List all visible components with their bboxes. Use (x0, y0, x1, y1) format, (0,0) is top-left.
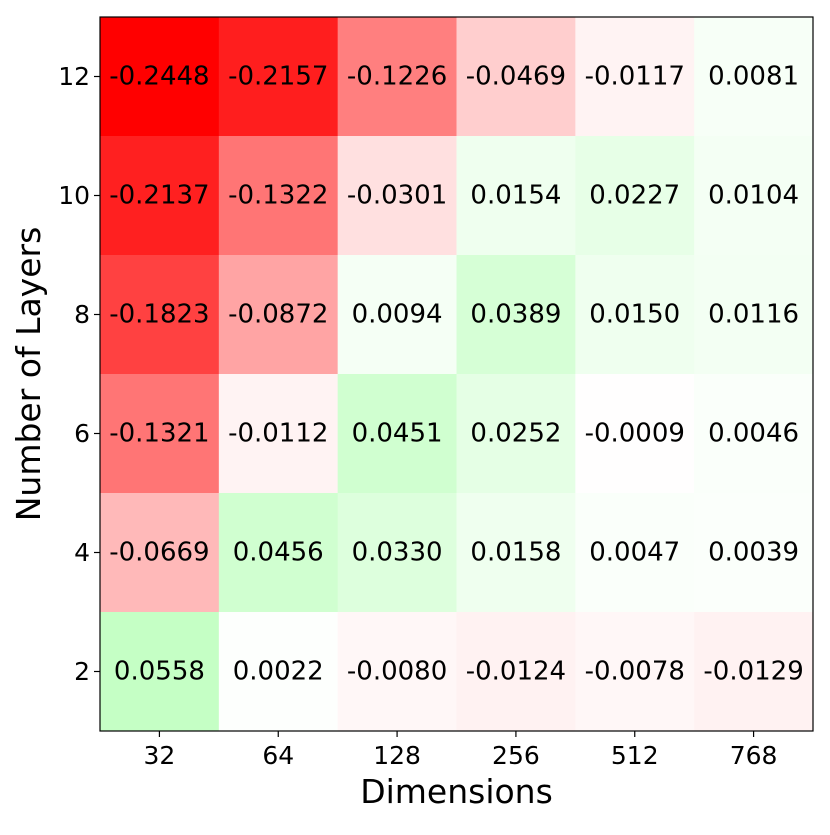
heatmap-cell (575, 136, 695, 256)
y-tick-label: 10 (58, 181, 90, 210)
cell-value-label: -0.1321 (109, 419, 209, 449)
heatmap-cell (694, 612, 814, 732)
heatmap-cell (100, 612, 220, 732)
heatmap-cell (575, 374, 695, 494)
cell-value-label: -0.0080 (347, 657, 447, 687)
cell-value-label: 0.0227 (589, 181, 680, 211)
cell-value-label: 0.0039 (708, 538, 799, 568)
cell-value-label: 0.0046 (708, 419, 799, 449)
heatmap-cell (456, 612, 576, 732)
cell-value-label: 0.0451 (352, 419, 443, 449)
heatmap-cell (456, 136, 576, 256)
heatmap-cells (100, 17, 814, 732)
heatmap-cell (456, 17, 576, 137)
heatmap-cell (218, 17, 339, 137)
heatmap-cell (100, 255, 220, 375)
heatmap-cell (575, 255, 695, 375)
x-axis: 32 64 128 256 512 768 (144, 731, 778, 770)
cell-value-label: 0.0456 (233, 538, 324, 568)
heatmap-cell (337, 136, 457, 256)
heatmap-cell (694, 136, 814, 256)
cell-value-label: -0.2137 (109, 181, 209, 211)
cell-value-label: -0.0469 (466, 62, 566, 92)
heatmap-cell (337, 612, 457, 732)
x-tick-label: 64 (262, 741, 294, 770)
heatmap-cell (100, 17, 220, 137)
y-tick-label: 8 (74, 300, 90, 329)
cell-value-label: -0.0009 (585, 419, 685, 449)
cell-value-label: 0.0389 (470, 300, 561, 330)
cell-value-label: -0.1226 (347, 62, 447, 92)
x-tick-label: 768 (730, 741, 778, 770)
cell-value-label: -0.2448 (109, 62, 209, 92)
cell-value-label: 0.0081 (708, 62, 799, 92)
cell-value-label: 0.0150 (589, 300, 680, 330)
cell-value-label: -0.0872 (228, 300, 328, 330)
cell-value-label: -0.0301 (347, 181, 447, 211)
heatmap-cell (694, 17, 814, 137)
heatmap-cell (218, 612, 339, 732)
heatmap-cell (575, 493, 695, 613)
y-tick-label: 2 (74, 657, 90, 686)
cell-value-label: -0.0124 (466, 657, 566, 687)
cell-value-label: -0.0112 (228, 419, 328, 449)
x-tick-label: 512 (611, 741, 659, 770)
x-tick-label: 128 (373, 741, 421, 770)
heatmap-cell (337, 374, 457, 494)
heatmap-cell (575, 612, 695, 732)
y-tick-label: 12 (58, 62, 90, 91)
cell-value-label: -0.0669 (109, 538, 209, 568)
heatmap-cell (100, 136, 220, 256)
cell-value-label: 0.0330 (352, 538, 443, 568)
heatmap-cell (575, 17, 695, 137)
cell-value-label: -0.0078 (585, 657, 685, 687)
heatmap-cell (694, 255, 814, 375)
plot-frame (99, 16, 814, 732)
cell-value-label: -0.1322 (228, 181, 328, 211)
heatmap-cell (456, 255, 576, 375)
x-tick-label: 256 (492, 741, 540, 770)
heatmap-cell-labels: -0.2448 -0.2157 -0.1226 -0.0469 -0.0117 0.008… (109, 62, 804, 687)
heatmap-cell (218, 493, 339, 613)
heatmap-cell (694, 493, 814, 613)
heatmap-cell (337, 17, 457, 137)
heatmap-cell (218, 136, 339, 256)
cell-value-label: 0.0116 (708, 300, 799, 330)
cell-value-label: 0.0154 (470, 181, 561, 211)
x-axis-title: Dimensions (360, 772, 553, 811)
cell-value-label: 0.0094 (352, 300, 443, 330)
y-axis: 12 10 8 6 4 2 (58, 62, 100, 686)
x-tick-label: 32 (144, 741, 176, 770)
cell-value-label: 0.0158 (470, 538, 561, 568)
heatmap-cell (456, 374, 576, 494)
cell-value-label: 0.0047 (589, 538, 680, 568)
y-axis-title: Number of Layers (9, 227, 48, 522)
heatmap-cell (337, 255, 457, 375)
cell-value-label: 0.0252 (470, 419, 561, 449)
cell-value-label: -0.1823 (109, 300, 209, 330)
heatmap-cell (218, 255, 339, 375)
cell-value-label: 0.0104 (708, 181, 799, 211)
cell-value-label: -0.0117 (585, 62, 685, 92)
heatmap-cell (100, 493, 220, 613)
cell-value-label: 0.0558 (114, 657, 205, 687)
heatmap-cell (100, 374, 220, 494)
cell-value-label: 0.0022 (233, 657, 324, 687)
cell-value-label: -0.0129 (703, 657, 803, 687)
heatmap-cell (694, 374, 814, 494)
heatmap-cell (456, 493, 576, 613)
heatmap-cell (337, 493, 457, 613)
y-tick-label: 4 (74, 538, 90, 567)
y-tick-label: 6 (74, 419, 90, 448)
cell-value-label: -0.2157 (228, 62, 328, 92)
heatmap-cell (218, 374, 339, 494)
